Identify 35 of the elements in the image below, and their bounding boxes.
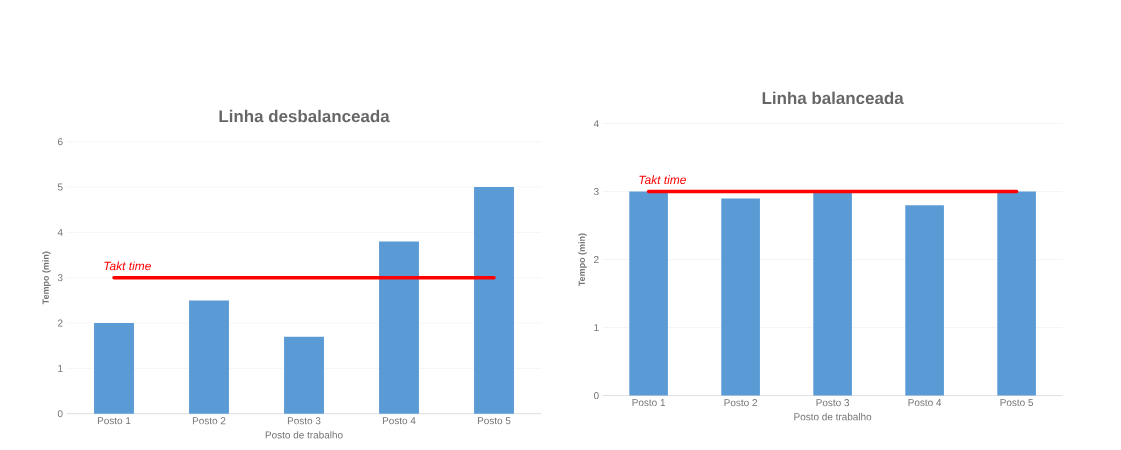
bar: [379, 241, 419, 414]
y-tick-label: 2: [594, 256, 599, 264]
chart-title: Linha balanceada: [762, 91, 904, 105]
x-tick-label: Posto 1: [632, 399, 666, 407]
y-axis-title: Tempo (min): [578, 233, 587, 287]
x-tick-label: Posto 4: [382, 417, 416, 425]
y-tick-label: 4: [57, 228, 63, 236]
ref-line-label: Takt time: [104, 261, 151, 271]
bar: [284, 336, 324, 414]
ref-line-label: Takt time: [639, 175, 686, 185]
x-tick-label: Posto 5: [1000, 399, 1034, 407]
x-axis-title: Posto de trabalho: [265, 431, 343, 439]
y-tick-label: 4: [593, 120, 599, 128]
y-tick-label: 1: [594, 324, 599, 332]
y-tick-label: 0: [593, 392, 599, 400]
x-tick-label: Posto 3: [287, 417, 321, 425]
bar: [189, 300, 229, 414]
x-axis-title: Posto de trabalho: [794, 413, 872, 421]
x-tick-label: Posto 3: [816, 399, 850, 407]
y-tick-label: 2: [57, 319, 63, 327]
chart-title: Linha desbalanceada: [219, 109, 390, 123]
y-tick-label: 5: [57, 183, 63, 191]
x-tick-label: Posto 4: [908, 399, 942, 407]
y-axis-title: Tempo (min): [42, 251, 51, 305]
x-tick-label: Posto 1: [97, 417, 131, 425]
y-tick-label: 3: [57, 274, 63, 282]
x-tick-label: Posto 2: [724, 399, 757, 407]
y-tick-label: 1: [58, 364, 63, 372]
bar: [94, 323, 134, 414]
y-tick-label: 3: [593, 188, 599, 196]
y-tick-label: 6: [57, 138, 63, 146]
y-tick-label: 0: [57, 410, 63, 418]
x-tick-label: Posto 2: [192, 417, 226, 425]
bar: [474, 187, 514, 414]
x-tick-label: Posto 5: [477, 417, 511, 425]
